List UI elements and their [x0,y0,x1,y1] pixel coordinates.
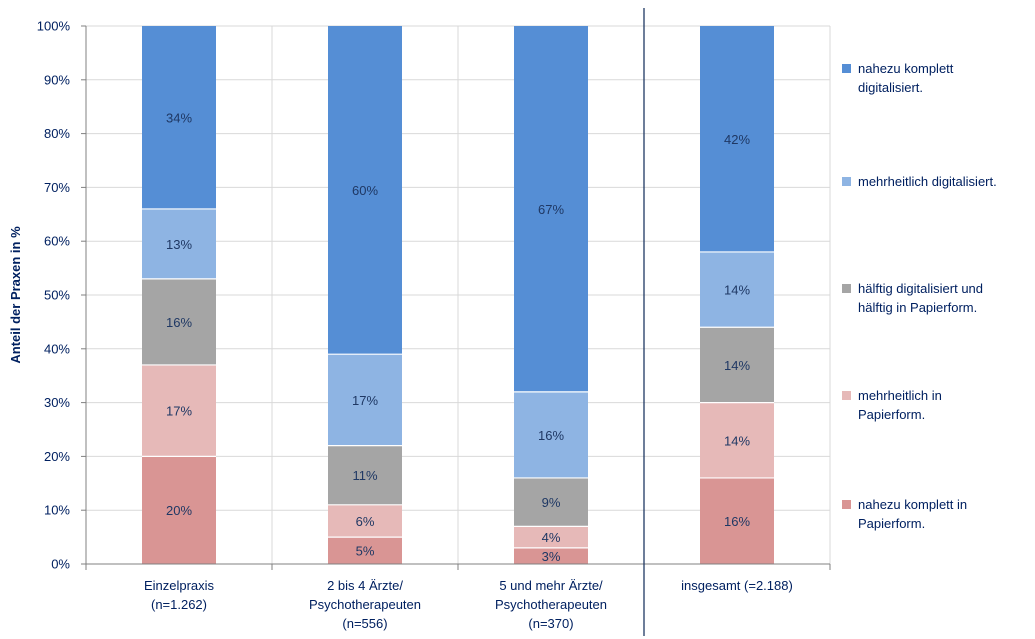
bar-data-label: 13% [166,237,192,252]
bar-data-label: 6% [356,514,375,529]
bar-data-label: 16% [538,428,564,443]
bar-data-label: 4% [542,530,561,545]
y-axis-label: Anteil der Praxen in % [8,226,23,364]
bar-data-label: 17% [166,404,192,419]
bar-segment [514,26,588,392]
y-tick-label: 70% [44,180,70,195]
x-category-label: Einzelpraxis (n=1.262) [144,578,215,612]
bar-data-label: 9% [542,495,561,510]
bar-data-label: 42% [724,132,750,147]
y-tick-label: 60% [44,234,70,249]
bar-data-label: 14% [724,358,750,373]
x-category-label: 5 und mehr Ärzte/Psychotherapeuten (n=370… [495,578,607,631]
legend-swatch [842,284,851,293]
bar-segment [328,354,402,446]
legend: nahezu komplett digitalisiert. mehrheitlic… [842,61,997,531]
bar-segment [514,526,588,548]
x-category-label: insgesamt (=2.188) [681,578,793,593]
bar-data-label: 34% [166,110,192,125]
bar-data-label: 11% [352,468,377,483]
legend-entry: nahezu komplett in Papierform. [858,497,967,531]
legend-entry: nahezu komplett digitalisiert. [858,61,954,95]
legend-entry: mehrheitlich in Papierform. [858,388,942,422]
bar-segment [142,364,216,457]
legend-swatch [842,391,851,400]
bar-segment [328,445,402,505]
bar-segment [700,26,774,252]
bar-segment [142,278,216,365]
bar-data-label: 14% [724,283,750,298]
y-tick-label: 10% [44,503,70,518]
y-tick-label: 30% [44,395,70,410]
y-tick-label: 40% [44,341,70,356]
bar-data-label: 17% [352,393,378,408]
bar-segment [514,547,588,564]
bar-data-label: 16% [166,315,192,330]
bar-segment [700,251,774,328]
y-tick-label: 100% [37,19,71,34]
bar-data-label: 16% [724,514,750,529]
y-tick-label: 90% [44,72,70,87]
legend-swatch [842,177,851,186]
axis-layer: 0% 10% 20% 30% 40% 50% 60% 70% 80% 90% 100% Einzelp… [37,8,831,636]
bar-data-label: 14% [724,433,750,448]
legend-entry: mehrheitlich digitalisiert. [858,174,997,189]
bar-data-label: 67% [538,202,564,217]
x-category-label: 2 bis 4 Ärzte/Psychotherapeuten (n=556) [309,578,421,631]
bar-segment [142,456,216,564]
bars-layer: 20% 17% 16% 13% 34% 5% 6% 11% 17% 60% 3% 4% 9% 16% 67%… [142,26,774,564]
bar-segment [700,477,774,564]
bar-data-label: 5% [356,544,375,559]
bar-segment [700,402,774,478]
bar-data-label: 3% [542,549,561,564]
legend-swatch [842,500,851,509]
bar-segment [514,477,588,527]
bar-segment [328,537,402,564]
bar-segment [142,26,216,209]
y-tick-label: 20% [44,449,70,464]
bar-data-label: 60% [352,183,378,198]
bar-data-label: 20% [166,503,192,518]
bar-segment [328,504,402,538]
y-tick-label: 50% [44,288,70,303]
bar-segment [142,208,216,279]
legend-entry: hälftig digitalisiert und hälftig in Papi… [858,281,983,315]
bar-segment [514,391,588,478]
bar-segment [328,26,402,355]
legend-swatch [842,64,851,73]
bar-segment [700,327,774,403]
y-tick-label: 0% [51,557,70,572]
y-tick-label: 80% [44,126,70,141]
